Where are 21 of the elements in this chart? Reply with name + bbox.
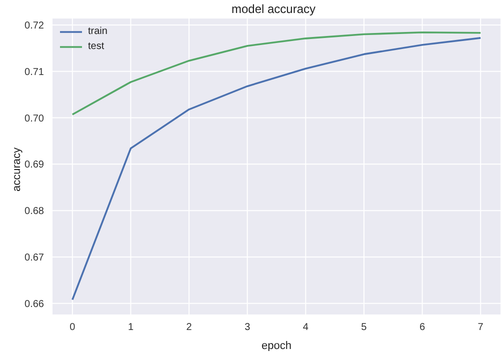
x-tick-label: 5 [361, 322, 368, 334]
x-tick-label: 4 [302, 322, 309, 334]
y-tick-label: 0.72 [24, 20, 44, 32]
x-tick-label: 2 [186, 322, 192, 334]
x-tick-label: 3 [244, 322, 251, 334]
y-tick-label: 0.68 [24, 206, 44, 218]
chart-title: model accuracy [230, 2, 317, 16]
line-series [72, 37, 482, 301]
legend-label: test [88, 41, 104, 52]
y-tick-label: 0.70 [24, 113, 44, 124]
x-tick-label: 1 [128, 322, 134, 334]
y-tick-label: 0.67 [24, 252, 44, 264]
x-tick-label: 0 [70, 322, 76, 334]
y-tick-label: 0.71 [24, 66, 44, 78]
x-tick-label: 6 [420, 322, 426, 334]
y-axis-title: accuracy [10, 146, 23, 192]
y-tick-label: 0.66 [24, 298, 44, 310]
x-axis-title: epoch [262, 340, 292, 352]
legend-label: train [88, 26, 108, 37]
y-tick-label: 0.69 [24, 160, 44, 171]
x-tick-label: 7 [478, 322, 484, 334]
